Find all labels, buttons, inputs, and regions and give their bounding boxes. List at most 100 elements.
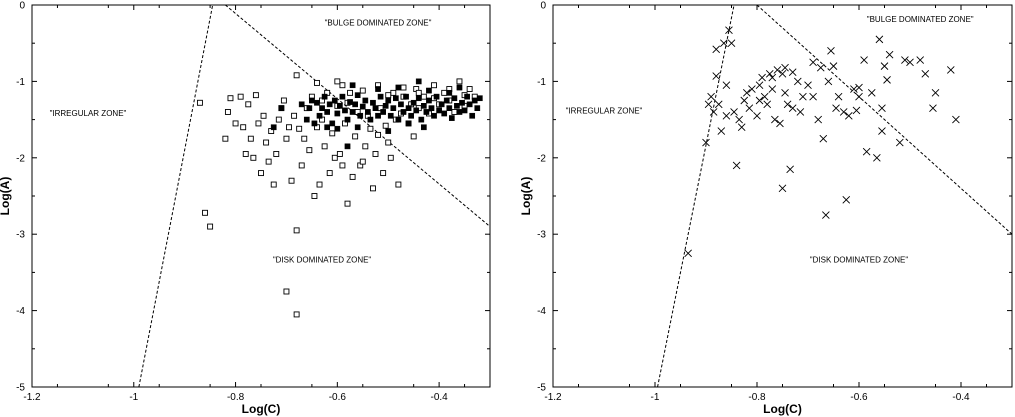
data-point-cross bbox=[819, 134, 828, 143]
data-point-cross bbox=[852, 106, 861, 115]
data-point-open-square bbox=[224, 109, 231, 115]
data-point-filled-square bbox=[436, 107, 442, 114]
data-point-filled-square bbox=[415, 78, 422, 85]
data-point-open-square bbox=[237, 93, 244, 100]
data-point-filled-square bbox=[428, 105, 435, 111]
data-point-filled-square bbox=[400, 109, 407, 115]
data-point-cross bbox=[755, 81, 764, 90]
data-point-cross bbox=[901, 56, 909, 64]
data-point-open-square bbox=[306, 147, 313, 154]
data-point-open-square bbox=[347, 89, 354, 96]
data-point-cross bbox=[714, 100, 723, 109]
data-point-cross bbox=[781, 89, 789, 97]
y-tick-label: -1 bbox=[537, 77, 546, 88]
data-point-open-square bbox=[359, 158, 366, 165]
data-point-open-square bbox=[283, 288, 290, 295]
data-point-filled-square bbox=[441, 110, 448, 117]
data-point-cross bbox=[712, 45, 721, 54]
zone-boundary-line bbox=[657, 5, 735, 387]
data-point-cross bbox=[832, 104, 840, 112]
data-point-filled-square bbox=[420, 124, 427, 131]
data-point-cross bbox=[737, 123, 746, 132]
data-point-filled-square bbox=[398, 101, 404, 108]
data-point-cross bbox=[768, 85, 777, 93]
data-point-open-square bbox=[260, 112, 267, 119]
data-point-cross bbox=[814, 115, 823, 124]
data-point-open-square bbox=[283, 135, 290, 142]
y-axis-label: Log(A) bbox=[519, 177, 533, 216]
data-point-filled-square bbox=[385, 97, 392, 104]
data-point-open-square bbox=[258, 170, 264, 177]
data-point-cross bbox=[735, 115, 743, 124]
data-point-cross bbox=[809, 58, 817, 67]
data-point-open-square bbox=[280, 97, 287, 104]
data-point-filled-square bbox=[395, 84, 402, 91]
zone-label: "DISK DOMINATED ZONE" bbox=[273, 255, 372, 264]
data-point-open-square bbox=[196, 99, 203, 106]
x-tick-label: -0.4 bbox=[952, 392, 970, 403]
data-point-open-square bbox=[286, 124, 292, 131]
data-point-cross bbox=[760, 92, 769, 101]
data-point-cross bbox=[722, 81, 731, 90]
data-point-open-square bbox=[207, 223, 214, 230]
data-point-cross bbox=[778, 184, 787, 193]
data-point-filled-square bbox=[426, 97, 432, 104]
data-point-filled-square bbox=[446, 105, 453, 111]
data-point-cross bbox=[707, 92, 715, 101]
data-point-cross bbox=[921, 69, 930, 78]
data-point-filled-square bbox=[405, 105, 412, 111]
plot-frame bbox=[552, 4, 1013, 388]
data-point-open-square bbox=[367, 125, 374, 132]
data-point-open-square bbox=[222, 135, 229, 142]
data-point-filled-square bbox=[324, 124, 331, 131]
data-point-filled-square bbox=[464, 93, 470, 100]
data-point-cross bbox=[952, 115, 960, 124]
data-point-cross bbox=[839, 108, 848, 116]
data-point-filled-square bbox=[311, 120, 318, 127]
data-point-open-square bbox=[420, 93, 427, 100]
data-point-open-square bbox=[410, 133, 417, 140]
data-point-open-square bbox=[326, 170, 333, 177]
y-tick-label: -1 bbox=[16, 77, 25, 88]
data-point-filled-square bbox=[448, 115, 455, 121]
data-point-open-square bbox=[275, 116, 282, 123]
data-point-open-square bbox=[293, 72, 300, 79]
data-point-filled-square bbox=[408, 112, 414, 119]
x-tick-label: -1.2 bbox=[23, 392, 41, 403]
data-point-filled-square bbox=[298, 101, 305, 108]
data-point-open-square bbox=[382, 122, 389, 129]
data-point-open-square bbox=[293, 227, 300, 234]
data-point-filled-square bbox=[410, 99, 417, 106]
data-point-cross bbox=[712, 72, 721, 80]
data-point-filled-square bbox=[331, 97, 338, 104]
data-point-open-square bbox=[385, 92, 392, 99]
data-point-cross bbox=[916, 56, 925, 64]
data-point-filled-square bbox=[433, 93, 440, 100]
data-point-open-square bbox=[232, 120, 239, 127]
data-point-filled-square bbox=[337, 102, 343, 109]
data-point-open-square bbox=[390, 89, 397, 96]
data-point-cross bbox=[895, 138, 904, 147]
data-point-filled-square bbox=[359, 103, 366, 110]
data-point-cross bbox=[788, 68, 797, 77]
data-point-open-square bbox=[400, 84, 407, 91]
data-point-filled-square bbox=[306, 105, 313, 111]
data-point-open-square bbox=[311, 193, 318, 199]
data-point-cross bbox=[862, 147, 871, 156]
data-point-open-square bbox=[247, 135, 254, 142]
data-point-cross bbox=[720, 39, 728, 48]
y-tick-label: -2 bbox=[537, 153, 546, 164]
data-point-filled-square bbox=[469, 112, 476, 119]
data-point-cross bbox=[748, 85, 756, 93]
data-point-open-square bbox=[336, 151, 343, 157]
data-point-open-square bbox=[293, 311, 300, 318]
data-point-filled-square bbox=[387, 112, 394, 119]
data-point-open-square bbox=[314, 79, 320, 86]
x-axis-label: Log(C) bbox=[763, 402, 802, 416]
data-point-cross bbox=[783, 100, 792, 109]
data-point-cross bbox=[875, 35, 884, 44]
data-point-filled-square bbox=[334, 110, 341, 117]
data-point-filled-square bbox=[314, 99, 320, 106]
data-point-open-square bbox=[202, 209, 208, 216]
data-point-filled-square bbox=[354, 124, 361, 131]
